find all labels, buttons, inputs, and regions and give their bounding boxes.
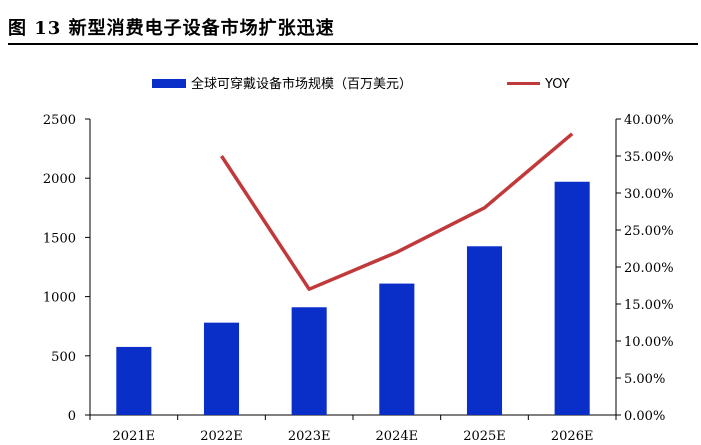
left-axis-tick-label: 1500 bbox=[43, 231, 76, 246]
right-axis-tick-label: 30.00% bbox=[624, 187, 674, 202]
bar bbox=[466, 246, 503, 415]
bar bbox=[379, 283, 415, 415]
right-axis-tick-label: 20.00% bbox=[624, 261, 674, 276]
right-axis-tick-label: 25.00% bbox=[624, 224, 674, 239]
figure-title: 图 13 新型消费电子设备市场扩张迅速 bbox=[8, 18, 335, 39]
legend-bar-label: 全球可穿戴设备市场规模（百万美元） bbox=[191, 76, 412, 92]
right-axis-tick-label: 10.00% bbox=[624, 335, 674, 350]
bar-series bbox=[116, 181, 590, 415]
bar bbox=[554, 181, 590, 415]
x-axis-tick-label: 2023E bbox=[288, 429, 331, 444]
right-axis-tick-label: 15.00% bbox=[624, 298, 674, 313]
x-axis-labels: 2021E 2022E 2023E 2024E 2025E 2026E bbox=[113, 429, 594, 444]
right-axis-tick-label: 5.00% bbox=[624, 372, 665, 387]
legend-bar-swatch bbox=[152, 79, 186, 88]
left-axis-tick-label: 0 bbox=[68, 409, 76, 424]
x-axis-tick-label: 2021E bbox=[113, 429, 156, 444]
left-axis-tick-label: 500 bbox=[51, 350, 76, 365]
bar bbox=[116, 346, 152, 415]
left-axis-labels: 0 500 1000 1500 2000 2500 bbox=[43, 113, 76, 424]
legend-line-label: YOY bbox=[544, 77, 570, 92]
bar bbox=[203, 322, 240, 415]
right-axis-tick-label: 35.00% bbox=[624, 150, 674, 165]
bar bbox=[291, 307, 327, 415]
legend: 全球可穿戴设备市场规模（百万美元） YOY bbox=[152, 76, 570, 92]
line-series bbox=[220, 132, 574, 291]
title-rule bbox=[8, 43, 698, 45]
right-axis-tick-label: 40.00% bbox=[624, 113, 674, 128]
x-axis-tick-label: 2024E bbox=[376, 429, 419, 444]
x-axis-tick-label: 2025E bbox=[463, 429, 506, 444]
yoy-line bbox=[220, 132, 574, 291]
left-axis-tick-label: 2000 bbox=[43, 172, 76, 187]
right-axis-tick-label: 0.00% bbox=[624, 409, 665, 424]
right-axis-labels: 0.00% 5.00% 10.00% 15.00% 20.00% 25.00% 30.00%… bbox=[624, 113, 674, 424]
left-axis-tick-label: 1000 bbox=[43, 291, 76, 306]
left-axis-tick-label: 2500 bbox=[43, 113, 76, 128]
x-axis-tick-label: 2022E bbox=[200, 429, 243, 444]
x-axis-tick-label: 2026E bbox=[551, 429, 594, 444]
axes bbox=[85, 118, 621, 420]
